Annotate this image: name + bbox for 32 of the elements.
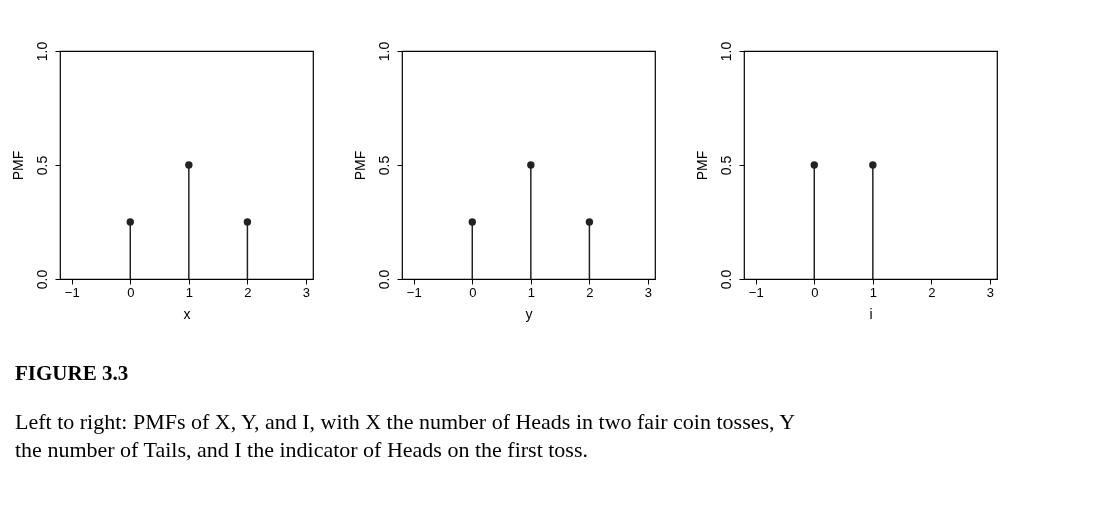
y-axis-title: PMF [693,150,710,181]
x-tick-label: 0 [469,284,477,300]
x-axis-title: y [525,305,533,322]
y-tick-label: 0.0 [33,269,50,290]
x-axis-title: i [869,305,873,322]
y-tick-label: 0.0 [717,269,734,290]
x-tick-label: 1 [185,284,193,300]
x-tick-label: 3 [644,284,653,300]
y-tick-label: 1.0 [717,41,734,62]
x-tick-label: 2 [586,284,594,300]
x-tick-label: 3 [302,284,311,300]
caption: FIGURE 3.3 [15,361,129,385]
x-axis-title: x [183,305,191,322]
x-tick-label: 3 [986,284,995,300]
x-tick-label: 2 [244,284,252,300]
x-tick-label: −1 [748,284,764,300]
y-axis-title: PMF [351,150,368,181]
x-tick-label: 1 [527,284,535,300]
x-tick-label: 2 [928,284,936,300]
x-tick-label: −1 [64,284,80,300]
y-tick-label: 0.5 [33,155,50,176]
text: Left to right: PMFs of X, Y, and I, with X the number of Heads in two fair coin tosses, Y the number of Tails, and I the indicator of Heads on the first toss. [15,409,796,462]
x-tick-label: 1 [869,284,877,300]
y-tick-label: 0.5 [375,155,392,176]
y-tick-label: 1.0 [33,41,50,62]
x-tick-label: −1 [406,284,422,300]
x-tick-label: 0 [811,284,819,300]
y-tick-label: 0.0 [375,269,392,290]
y-tick-label: 1.0 [375,41,392,62]
y-tick-label: 0.5 [717,155,734,176]
x-tick-label: 0 [127,284,135,300]
y-axis-title: PMF [9,150,26,181]
